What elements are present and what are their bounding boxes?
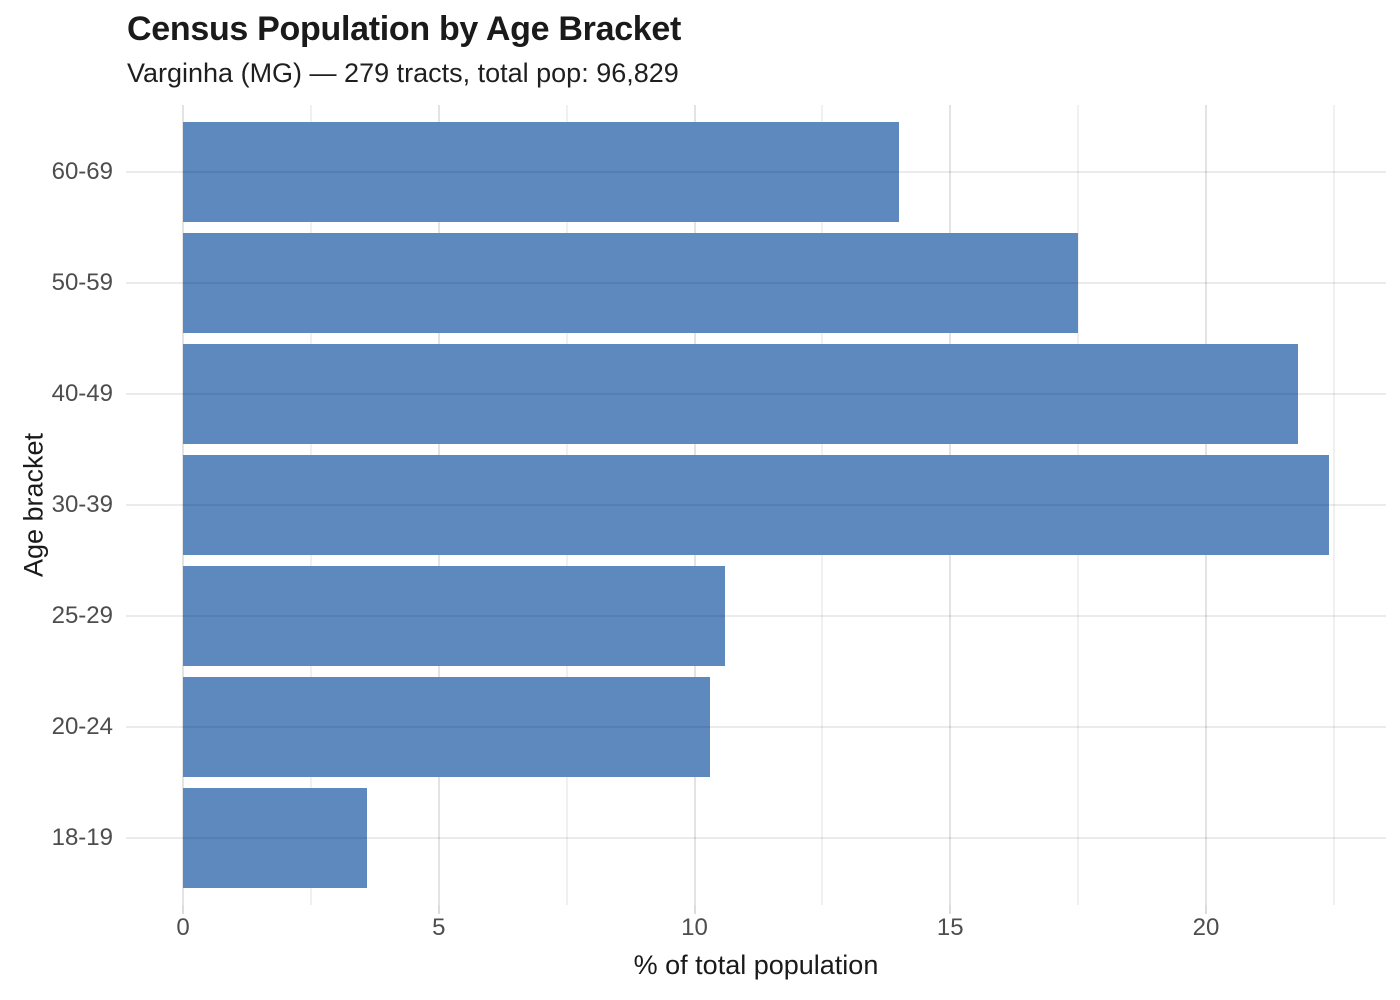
x-tick-20 xyxy=(1205,905,1207,914)
plot-panel xyxy=(126,105,1386,905)
y-tick-label-30-39: 30-39 xyxy=(51,491,113,518)
y-tick-label-20-24: 20-24 xyxy=(51,713,113,741)
x-tick-5 xyxy=(437,905,440,914)
x-tick-label-5: 5 xyxy=(432,914,446,941)
x-tick-10 xyxy=(693,905,696,914)
bar-40-49 xyxy=(183,343,1299,444)
gridline-y-40-49 xyxy=(126,392,1386,395)
gridline-y-30-39 xyxy=(126,504,1386,506)
bar-60-69 xyxy=(183,121,900,222)
x-tick-label-0: 0 xyxy=(176,914,190,941)
gridline-y-18-19 xyxy=(126,837,1386,840)
chart-title: Census Population by Age Bracket xyxy=(127,10,682,48)
gridline-y-25-29 xyxy=(126,615,1386,618)
x-tick-0 xyxy=(182,905,184,914)
y-tick-label-40-49: 40-49 xyxy=(51,379,113,407)
y-tick-label-18-19: 18-19 xyxy=(51,824,113,852)
x-axis-title: % of total population xyxy=(633,950,879,980)
bar-20-24 xyxy=(183,677,710,778)
x-tick-15 xyxy=(949,905,952,914)
x-tick-label-20: 20 xyxy=(1192,914,1220,941)
gridline-y-20-24 xyxy=(126,726,1386,729)
bar-50-59 xyxy=(183,232,1079,333)
bar-25-29 xyxy=(183,566,726,667)
bar-18-19 xyxy=(183,788,368,889)
chart-subtitle: Varginha (MG) — 279 tracts, total pop: 9… xyxy=(127,58,679,88)
gridline-y-50-59 xyxy=(126,281,1386,284)
bar-30-39 xyxy=(183,455,1329,555)
gridline-x-22.5 xyxy=(1332,105,1335,905)
y-tick-label-60-69: 60-69 xyxy=(51,157,113,185)
x-tick-label-15: 15 xyxy=(936,914,964,941)
y-tick-label-25-29: 25-29 xyxy=(51,602,113,630)
x-tick-label-10: 10 xyxy=(681,914,708,941)
y-tick-label-50-59: 50-59 xyxy=(51,268,113,296)
gridline-y-60-69 xyxy=(126,170,1386,173)
